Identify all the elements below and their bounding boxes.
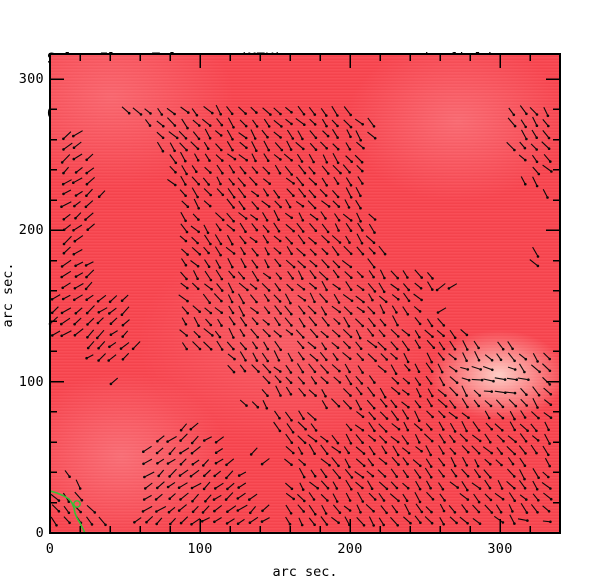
y-tick-label: 100 bbox=[18, 373, 44, 390]
y-tick-label: 0 bbox=[35, 525, 44, 541]
y-axis-title: arc sec. bbox=[0, 262, 16, 328]
x-tick-label: 0 bbox=[45, 541, 55, 557]
solar-image-background bbox=[50, 54, 560, 533]
x-tick-label: 100 bbox=[187, 541, 213, 557]
y-tick-label: 200 bbox=[18, 222, 44, 239]
x-tick-label: 200 bbox=[337, 541, 363, 557]
vector-segments-layer bbox=[48, 104, 553, 527]
x-axis-title: arc sec. bbox=[272, 564, 338, 580]
neutral-line-contour bbox=[49, 490, 86, 534]
x-tick-label: 300 bbox=[487, 541, 513, 557]
plot-frame bbox=[49, 53, 561, 534]
axis-ticks-layer bbox=[49, 54, 560, 534]
y-tick-label: 300 bbox=[18, 71, 44, 87]
